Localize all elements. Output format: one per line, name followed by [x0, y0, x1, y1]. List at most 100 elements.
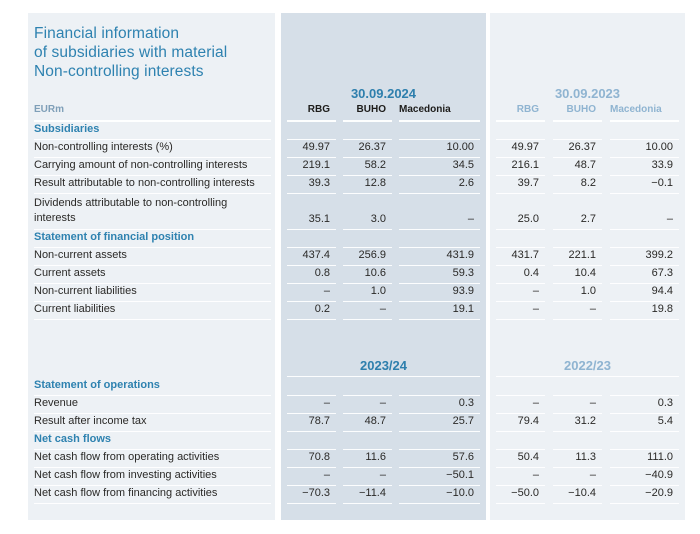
value-cell — [399, 122, 480, 140]
column-header-rbg-current: RBG — [287, 104, 336, 122]
value-cell: 1.0 — [553, 284, 602, 302]
value-cell: 431.9 — [399, 248, 480, 266]
value-cell: 0.2 — [287, 302, 336, 320]
value-cell — [287, 432, 336, 450]
value-cell: −70.3 — [287, 486, 336, 504]
table-subsidiaries-and-financial-position: Subsidiaries Non-controlling interests (%… — [0, 122, 700, 320]
table-row: Non-controlling interests (%) 49.97 26.37 1… — [0, 140, 700, 158]
table-row: Current liabilities 0.2–19.1– –19.8 — [0, 302, 700, 320]
value-cell — [399, 378, 480, 396]
section-header-row: Statement of operations — [0, 378, 700, 396]
value-cell: −50.0 — [496, 486, 545, 504]
value-cell: 12.8 — [343, 176, 392, 194]
value-cell: 437.4 — [287, 248, 336, 266]
value-cell — [610, 122, 679, 140]
value-cell: – — [496, 396, 545, 414]
value-cell: 33.9 — [610, 158, 679, 176]
table-row: Dividends attributable to non-controllin… — [0, 194, 700, 230]
value-cell: 78.7 — [287, 414, 336, 432]
value-cell: – — [287, 396, 336, 414]
row-label: Net cash flow from financing activities — [34, 486, 271, 504]
value-cell: 94.4 — [610, 284, 679, 302]
value-cell — [287, 230, 336, 248]
table-row: Net cash flow from operating activities 7… — [0, 450, 700, 468]
value-cell — [553, 378, 602, 396]
value-cell: −10.4 — [553, 486, 602, 504]
table-row: Result after income tax 78.7 48.7 25.7 79.4 3… — [0, 414, 700, 432]
period-header-current: 30.09.2024 — [350, 86, 417, 101]
row-label: Dividends attributable to non-controllin… — [34, 194, 271, 230]
labels-panel-background — [28, 13, 275, 520]
value-cell — [496, 378, 545, 396]
value-cell — [343, 122, 392, 140]
table-row: Non-current liabilities –1.0 93.9–1.0 94.4 — [0, 284, 700, 302]
section-header-label: Net cash flows — [34, 432, 271, 450]
section-header-row: Subsidiaries — [0, 122, 700, 140]
value-cell: – — [553, 468, 602, 486]
value-cell: 10.4 — [553, 266, 602, 284]
value-cell: – — [610, 194, 679, 230]
value-cell: – — [343, 302, 392, 320]
page-title-line-2: of subsidiaries with material — [34, 44, 228, 61]
value-cell: 93.9 — [399, 284, 480, 302]
section-header-row: Statement of financial position — [0, 230, 700, 248]
section-header-label: Subsidiaries — [34, 122, 271, 140]
value-cell: 26.37 — [343, 140, 392, 158]
value-cell: 35.1 — [287, 194, 336, 230]
value-cell — [287, 378, 336, 396]
value-cell: 49.97 — [496, 140, 545, 158]
value-cell: 431.7 — [496, 248, 545, 266]
table-row: Net cash flow from financing activities −… — [0, 486, 700, 504]
value-cell: 8.2 — [553, 176, 602, 194]
row-label: Non-current liabilities — [34, 284, 271, 302]
value-cell: −0.1 — [610, 176, 679, 194]
value-cell: 10.6 — [343, 266, 392, 284]
table-row: Net cash flow from investing activities –… — [0, 468, 700, 486]
value-cell — [399, 230, 480, 248]
value-cell: 50.4 — [496, 450, 545, 468]
column-header-buho-current: BUHO — [343, 104, 392, 122]
value-cell — [610, 378, 679, 396]
value-cell: 399.2 — [610, 248, 679, 266]
row-label: Non-current assets — [34, 248, 271, 266]
value-cell: 70.8 — [287, 450, 336, 468]
value-cell — [399, 432, 480, 450]
value-cell — [343, 432, 392, 450]
value-cell: 3.0 — [343, 194, 392, 230]
value-cell: 25.7 — [399, 414, 480, 432]
row-label: Result after income tax — [34, 414, 271, 432]
value-cell — [610, 230, 679, 248]
value-cell: – — [343, 396, 392, 414]
table-row: Non-current assets 437.4 256.9 431.9 431.7 22… — [0, 248, 700, 266]
value-cell: 49.97 — [287, 140, 336, 158]
value-cell: 0.3 — [399, 396, 480, 414]
value-cell — [610, 432, 679, 450]
value-cell: – — [343, 468, 392, 486]
value-cell: 79.4 — [496, 414, 545, 432]
row-label: Non-controlling interests (%) — [34, 140, 271, 158]
value-cell: 39.7 — [496, 176, 545, 194]
value-cell: 26.37 — [553, 140, 602, 158]
value-cell: – — [553, 302, 602, 320]
period-header-previous: 30.09.2023 — [554, 86, 621, 101]
value-cell: 10.00 — [399, 140, 480, 158]
page-title-line-3: Non-controlling interests — [34, 63, 204, 80]
column-header-buho-previous: BUHO — [553, 104, 602, 122]
value-cell: 221.1 — [553, 248, 602, 266]
value-cell: 48.7 — [553, 158, 602, 176]
value-cell: – — [287, 468, 336, 486]
column-header-row: EURm RBG BUHO EVN Macedonia RBG BUHO EVN… — [0, 104, 700, 122]
row-label: Current assets — [34, 266, 271, 284]
value-cell: −11.4 — [343, 486, 392, 504]
value-cell: 0.4 — [496, 266, 545, 284]
row-label: Current liabilities — [34, 302, 271, 320]
value-cell: – — [496, 284, 545, 302]
column-header-evn-macedonia-previous: EVN Macedonia — [610, 104, 679, 122]
previous-period-panel-background — [490, 13, 685, 520]
table-row: Revenue – –0.3– –0.3 — [0, 396, 700, 414]
value-cell: 0.3 — [610, 396, 679, 414]
value-cell: 5.4 — [610, 414, 679, 432]
page-title: Financial information of subsidiaries wi… — [34, 24, 227, 81]
value-cell: 111.0 — [610, 450, 679, 468]
value-cell — [553, 230, 602, 248]
